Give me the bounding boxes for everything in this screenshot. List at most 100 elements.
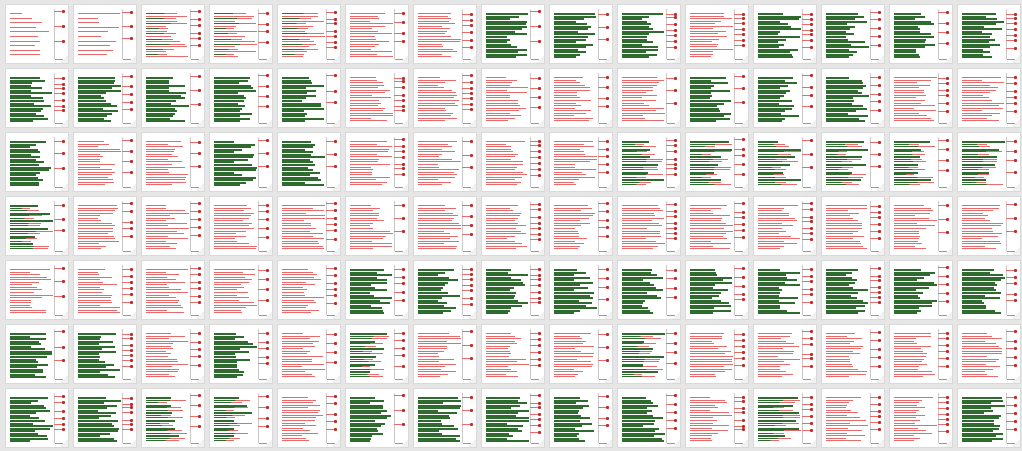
page-thumbnail[interactable] bbox=[686, 5, 748, 63]
page-thumbnail[interactable] bbox=[346, 69, 408, 127]
page-thumbnail[interactable] bbox=[958, 5, 1020, 63]
page-thumbnail[interactable] bbox=[618, 389, 680, 447]
page-thumbnail[interactable] bbox=[6, 133, 68, 191]
page-thumbnail[interactable] bbox=[210, 133, 272, 191]
page-thumbnail[interactable] bbox=[74, 389, 136, 447]
page-thumbnail[interactable] bbox=[754, 69, 816, 127]
page-thumbnail[interactable] bbox=[346, 261, 408, 319]
page-thumbnail[interactable] bbox=[958, 261, 1020, 319]
page-thumbnail[interactable] bbox=[754, 133, 816, 191]
page-thumbnail[interactable] bbox=[482, 325, 544, 383]
page-thumbnail[interactable] bbox=[890, 5, 952, 63]
page-thumbnail[interactable] bbox=[6, 69, 68, 127]
page-thumbnail[interactable] bbox=[550, 389, 612, 447]
page-thumbnail[interactable] bbox=[346, 197, 408, 255]
page-thumbnail[interactable] bbox=[822, 197, 884, 255]
page-thumbnail[interactable] bbox=[482, 69, 544, 127]
page-thumbnail[interactable] bbox=[142, 261, 204, 319]
page-thumbnail[interactable] bbox=[210, 261, 272, 319]
page-thumbnail[interactable] bbox=[210, 325, 272, 383]
page-thumbnail[interactable] bbox=[6, 389, 68, 447]
page-thumbnail[interactable] bbox=[618, 69, 680, 127]
page-thumbnail[interactable] bbox=[754, 325, 816, 383]
page-thumbnail[interactable] bbox=[6, 325, 68, 383]
page-thumbnail[interactable] bbox=[482, 197, 544, 255]
page-thumbnail[interactable] bbox=[414, 389, 476, 447]
page-thumbnail[interactable] bbox=[890, 133, 952, 191]
page-thumbnail[interactable] bbox=[686, 69, 748, 127]
page-thumbnail[interactable] bbox=[6, 197, 68, 255]
page-thumbnail[interactable] bbox=[822, 389, 884, 447]
page-thumbnail[interactable] bbox=[550, 261, 612, 319]
page-thumbnail[interactable] bbox=[74, 5, 136, 63]
page-thumbnail[interactable] bbox=[414, 325, 476, 383]
page-thumbnail[interactable] bbox=[74, 133, 136, 191]
page-thumbnail[interactable] bbox=[142, 5, 204, 63]
page-thumbnail[interactable] bbox=[6, 5, 68, 63]
page-thumbnail[interactable] bbox=[550, 5, 612, 63]
page-thumbnail[interactable] bbox=[414, 5, 476, 63]
page-thumbnail[interactable] bbox=[346, 5, 408, 63]
page-thumbnail[interactable] bbox=[686, 261, 748, 319]
page-thumbnail[interactable] bbox=[618, 5, 680, 63]
page-thumbnail[interactable] bbox=[550, 325, 612, 383]
page-thumbnail[interactable] bbox=[754, 197, 816, 255]
page-thumbnail[interactable] bbox=[822, 69, 884, 127]
page-thumbnail[interactable] bbox=[890, 261, 952, 319]
page-thumbnail[interactable] bbox=[958, 133, 1020, 191]
page-thumbnail[interactable] bbox=[142, 69, 204, 127]
page-thumbnail[interactable] bbox=[142, 133, 204, 191]
page-thumbnail[interactable] bbox=[890, 69, 952, 127]
page-thumbnail[interactable] bbox=[686, 197, 748, 255]
page-thumbnail[interactable] bbox=[618, 325, 680, 383]
page-thumbnail[interactable] bbox=[822, 133, 884, 191]
page-thumbnail[interactable] bbox=[210, 5, 272, 63]
page-thumbnail[interactable] bbox=[550, 133, 612, 191]
page-thumbnail[interactable] bbox=[142, 389, 204, 447]
page-thumbnail[interactable] bbox=[754, 389, 816, 447]
page-thumbnail[interactable] bbox=[414, 133, 476, 191]
page-thumbnail[interactable] bbox=[210, 389, 272, 447]
page-thumbnail[interactable] bbox=[210, 69, 272, 127]
page-thumbnail[interactable] bbox=[346, 325, 408, 383]
page-thumbnail[interactable] bbox=[414, 261, 476, 319]
page-thumbnail[interactable] bbox=[74, 325, 136, 383]
page-thumbnail[interactable] bbox=[210, 197, 272, 255]
page-thumbnail[interactable] bbox=[482, 261, 544, 319]
page-thumbnail[interactable] bbox=[414, 197, 476, 255]
page-thumbnail[interactable] bbox=[278, 261, 340, 319]
page-thumbnail[interactable] bbox=[550, 69, 612, 127]
page-thumbnail[interactable] bbox=[958, 197, 1020, 255]
page-thumbnail[interactable] bbox=[278, 69, 340, 127]
page-thumbnail[interactable] bbox=[278, 133, 340, 191]
page-thumbnail[interactable] bbox=[278, 325, 340, 383]
page-thumbnail[interactable] bbox=[822, 5, 884, 63]
page-thumbnail[interactable] bbox=[822, 325, 884, 383]
page-thumbnail[interactable] bbox=[6, 261, 68, 319]
page-thumbnail[interactable] bbox=[74, 69, 136, 127]
page-thumbnail[interactable] bbox=[618, 197, 680, 255]
page-thumbnail[interactable] bbox=[278, 5, 340, 63]
page-thumbnail[interactable] bbox=[958, 69, 1020, 127]
page-thumbnail[interactable] bbox=[74, 197, 136, 255]
page-thumbnail[interactable] bbox=[686, 325, 748, 383]
page-thumbnail[interactable] bbox=[686, 133, 748, 191]
page-thumbnail[interactable] bbox=[346, 389, 408, 447]
page-thumbnail[interactable] bbox=[414, 69, 476, 127]
page-thumbnail[interactable] bbox=[482, 5, 544, 63]
page-thumbnail[interactable] bbox=[958, 325, 1020, 383]
page-thumbnail[interactable] bbox=[278, 197, 340, 255]
page-thumbnail[interactable] bbox=[754, 5, 816, 63]
page-thumbnail[interactable] bbox=[278, 389, 340, 447]
page-thumbnail[interactable] bbox=[958, 389, 1020, 447]
page-thumbnail[interactable] bbox=[754, 261, 816, 319]
page-thumbnail[interactable] bbox=[74, 261, 136, 319]
page-thumbnail[interactable] bbox=[482, 133, 544, 191]
page-thumbnail[interactable] bbox=[686, 389, 748, 447]
page-thumbnail[interactable] bbox=[890, 389, 952, 447]
page-thumbnail[interactable] bbox=[890, 325, 952, 383]
page-thumbnail[interactable] bbox=[618, 261, 680, 319]
page-thumbnail[interactable] bbox=[618, 133, 680, 191]
page-thumbnail[interactable] bbox=[550, 197, 612, 255]
page-thumbnail[interactable] bbox=[482, 389, 544, 447]
